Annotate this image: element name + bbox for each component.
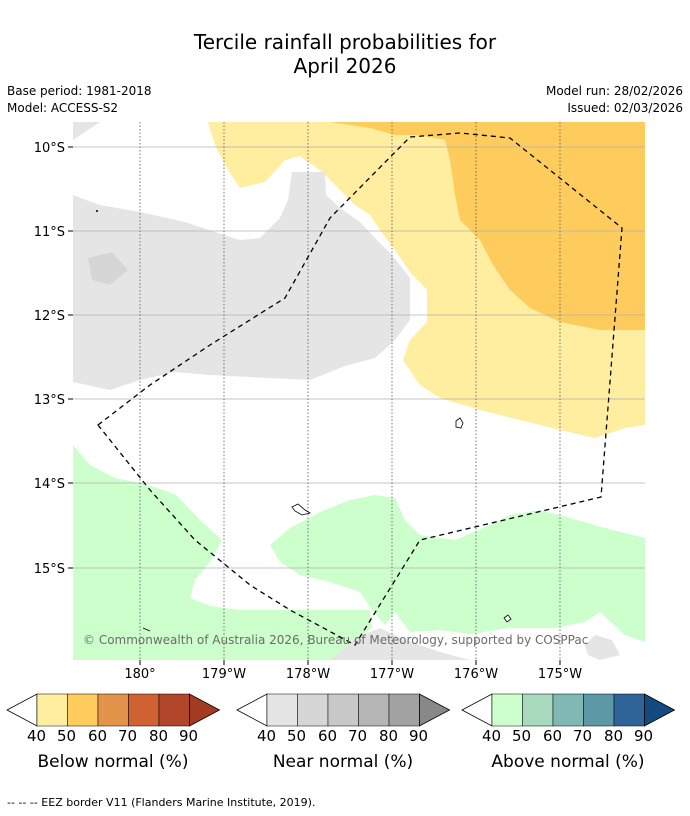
base-period: Base period: 1981-2018 [7,84,152,98]
lat-label-14s: 14°S [34,477,65,492]
near-ticks: 40 50 60 70 80 90 [257,727,457,747]
above-tick: 70 [573,727,593,745]
above-normal-40-50-region-west [73,445,372,660]
below-ticks: 40 50 60 70 80 90 [27,727,227,747]
above-tick: 80 [604,727,624,745]
longitude-gridlines [139,122,561,660]
above-normal-40-50-region-east [270,495,645,642]
above-colorbar-segment [491,693,523,727]
below-normal-50-60-region [330,122,645,330]
title-line-2: April 2026 [293,54,397,78]
above-colorbar-segment [583,693,615,727]
latitude-ticks [68,146,73,569]
above-colorbar-segment [552,693,584,727]
meta-right: Model run: 28/02/2026 Issued: 02/03/2026 [546,83,683,117]
below-tick: 40 [27,727,47,745]
issued-date: Issued: 02/03/2026 [567,101,683,115]
below-tick: 60 [88,727,108,745]
title-line-1: Tercile rainfall probabilities for [193,30,497,54]
lat-label-10s: 10°S [34,141,65,156]
model-run: Model run: 28/02/2026 [545,84,683,98]
near-tick: 70 [348,727,368,745]
above-tick: 60 [543,727,563,745]
longitude-ticks [139,660,561,665]
eez-border [97,132,623,646]
island-outline [455,417,464,429]
lat-label-13s: 13°S [34,393,65,408]
below-colorbar-low-arrow [6,693,38,727]
near-colorbar-high-arrow [419,693,451,727]
copyright-notice: © Commonwealth of Australia 2026, Bureau… [83,633,589,647]
near-tick: 60 [318,727,338,745]
above-colorbar-segment [522,693,554,727]
lon-label-178w: 178°W [286,667,330,682]
above-tick: 40 [482,727,502,745]
model-name: Model: ACCESS-S2 [7,101,119,115]
below-colorbar-segment [97,693,129,727]
island-outline [142,627,151,632]
lat-label-15s: 15°S [34,562,65,577]
near-tick: 40 [257,727,277,745]
near-normal-40-50-region-islet [585,635,620,660]
island-outline [503,614,512,623]
below-tick: 50 [57,727,77,745]
above-tick: 50 [512,727,532,745]
island-outline [96,210,98,212]
above-normal-title: Above normal (%) [491,752,645,772]
below-colorbar-segment [158,693,190,727]
near-tick: 90 [409,727,429,745]
lat-label-12s: 12°S [34,309,65,324]
lat-label-11s: 11°S [34,225,65,240]
meta-left: Base period: 1981-2018 Model: ACCESS-S2 [7,83,152,117]
eez-border-note: -- -- -- EEZ border V11 (Flanders Marine… [7,796,316,809]
chart-title: Tercile rainfall probabilities for April… [0,30,690,78]
below-normal-title: Below normal (%) [37,752,189,772]
lon-label-180: 180° [124,667,155,682]
near-normal-title: Near normal (%) [272,752,414,772]
below-colorbar-segment [67,693,99,727]
below-tick: 70 [118,727,138,745]
near-tick: 50 [287,727,307,745]
near-normal-45-region [88,252,128,285]
below-colorbar-segment [128,693,160,727]
near-colorbar-segment [327,693,359,727]
below-tick: 90 [179,727,199,745]
lon-label-179w: 179°W [202,667,246,682]
near-tick: 80 [379,727,399,745]
near-colorbar-segment [266,693,298,727]
above-colorbar-low-arrow [461,693,493,727]
near-colorbar-segment [388,693,420,727]
colorbars [6,693,676,727]
near-normal-40-50-region-bottom [330,628,470,660]
above-colorbar-segment [613,693,645,727]
island-outline [291,503,312,516]
near-colorbar-segment [358,693,390,727]
lon-label-175w: 175°W [538,667,582,682]
below-colorbar-segment [36,693,68,727]
lon-label-176w: 176°W [454,667,498,682]
below-colorbar-high-arrow [189,693,221,727]
above-ticks: 40 50 60 70 80 90 [482,727,682,747]
lon-label-177w: 177°W [370,667,414,682]
near-colorbar-low-arrow [236,693,268,727]
near-normal-40-50-region-top [73,122,100,140]
above-colorbar-high-arrow [644,693,676,727]
latitude-gridlines [73,146,645,569]
near-colorbar-segment [297,693,329,727]
above-tick: 90 [634,727,654,745]
below-tick: 80 [149,727,169,745]
